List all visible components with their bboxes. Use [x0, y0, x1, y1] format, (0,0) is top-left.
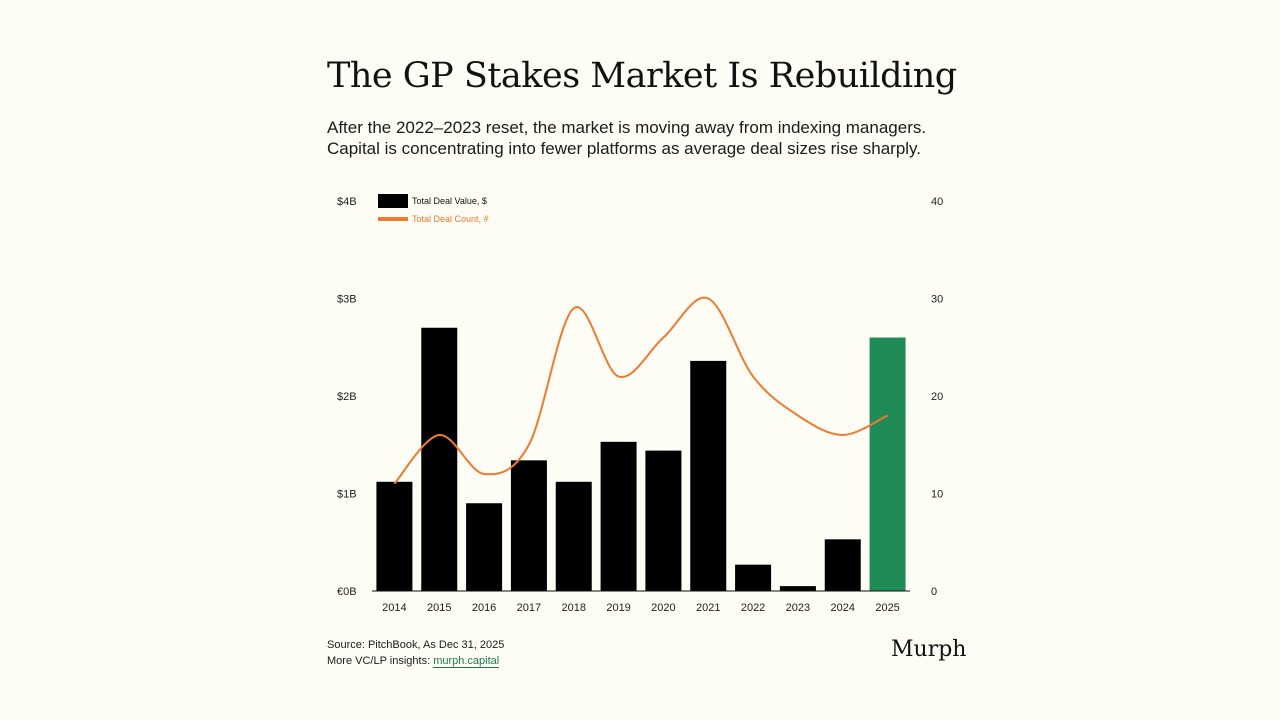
bar-2014 [376, 481, 413, 591]
footer: Source: PitchBook, As Dec 31, 2025 More … [327, 637, 504, 669]
subtitle-line-1: After the 2022–2023 reset, the market is… [327, 118, 927, 137]
left-tick-label: $2B [337, 391, 357, 403]
right-tick-label: 20 [931, 391, 943, 403]
x-tick-label: 2019 [606, 602, 630, 614]
deal-count-line [393, 296, 889, 485]
x-tick-label: 2024 [831, 602, 855, 614]
right-tick-label: 40 [931, 196, 943, 208]
right-tick-label: 0 [931, 586, 937, 598]
bar-2016 [466, 503, 503, 591]
x-tick-label: 2017 [517, 602, 541, 614]
legend: Total Deal Value, $ Total Deal Count, # [378, 194, 489, 224]
bar-2019 [600, 441, 637, 591]
bar-2024 [824, 539, 861, 591]
right-axis: 0 10 20 30 40 [931, 196, 943, 598]
left-tick-label: $1B [337, 489, 357, 501]
right-tick-label: 30 [931, 294, 943, 306]
x-tick-label: 2020 [651, 602, 675, 614]
bar-2018 [555, 481, 592, 591]
left-tick-label: €0B [337, 586, 357, 598]
x-tick-label: 2022 [741, 602, 765, 614]
legend-swatch-count [378, 217, 408, 221]
legend-swatch-value [378, 194, 408, 208]
subtitle-line-2: Capital is concentrating into fewer plat… [327, 139, 922, 158]
bar-2020 [645, 450, 682, 591]
more-insights-label: More VC/LP insights: [327, 655, 434, 667]
source-note: Source: PitchBook, As Dec 31, 2025 [327, 639, 505, 651]
chart-subtitle: After the 2022–2023 reset, the market is… [327, 117, 967, 159]
left-tick-label: $3B [337, 294, 357, 306]
legend-label-value: Total Deal Value, $ [412, 196, 487, 206]
murph-logo: Murph [891, 637, 967, 662]
more-insights: More VC/LP insights: murph.capital [327, 653, 504, 669]
bar-2025 [869, 337, 906, 591]
chart-title: The GP Stakes Market Is Rebuilding [327, 56, 957, 96]
bar-2015 [421, 327, 458, 591]
x-tick-label: 2025 [875, 602, 899, 614]
bar-2021 [690, 360, 727, 591]
x-axis-labels: 2014 2015 2016 2017 2018 2019 2020 2021 2022 2023… [382, 602, 900, 614]
legend-label-count: Total Deal Count, # [412, 214, 489, 224]
left-tick-label: $4B [337, 196, 357, 208]
bar-2017 [510, 460, 547, 591]
x-tick-label: 2018 [562, 602, 586, 614]
x-tick-label: 2021 [696, 602, 720, 614]
bar-2023 [779, 586, 816, 591]
x-tick-label: 2014 [382, 602, 406, 614]
murph-capital-link[interactable]: murph.capital [433, 655, 500, 668]
bar-2022 [735, 564, 772, 591]
x-tick-label: 2015 [427, 602, 451, 614]
left-axis: €0B $1B $2B $3B $4B [337, 196, 357, 598]
x-tick-label: 2023 [786, 602, 810, 614]
x-tick-label: 2016 [472, 602, 496, 614]
right-tick-label: 10 [931, 489, 943, 501]
bar-series [376, 327, 906, 591]
